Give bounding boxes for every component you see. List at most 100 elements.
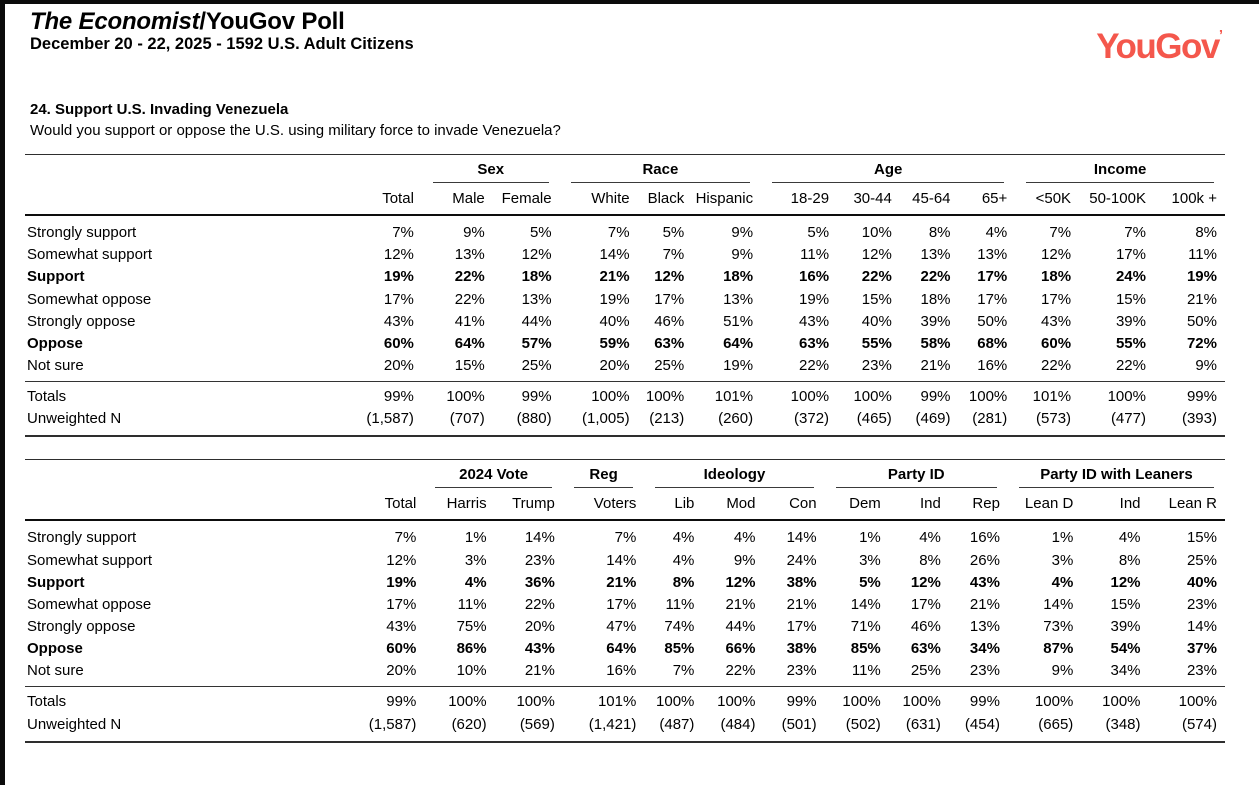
- column-header: Lean R: [1148, 488, 1225, 522]
- cell-value: (620): [451, 715, 487, 733]
- column-header: Lean D: [1007, 488, 1082, 522]
- cell-value: 5%: [662, 224, 685, 241]
- cell-value: 39%: [920, 312, 951, 330]
- cell-value: 15%: [861, 290, 892, 308]
- cell-value: 22%: [799, 357, 830, 375]
- row-label: Not sure: [27, 662, 84, 680]
- column-group-header: Party ID with Leaners: [1008, 460, 1225, 489]
- column-header: 18-29: [761, 183, 838, 216]
- column-group-header: Ideology: [644, 460, 824, 489]
- column-header: 30-44: [837, 183, 900, 216]
- yougov-logo-trademark: ’: [1218, 27, 1223, 44]
- cell-value: 20%: [386, 662, 417, 680]
- cell-value: 23%: [861, 357, 892, 375]
- cell-value: 23%: [969, 662, 1000, 680]
- cell-value: 20%: [599, 357, 630, 375]
- cell-value: 34%: [1110, 662, 1141, 680]
- cell-value: 17%: [383, 290, 414, 308]
- cell-value: 14%: [786, 529, 817, 547]
- cell-value: 12%: [1041, 246, 1072, 264]
- cell-value: 3%: [1051, 551, 1074, 569]
- report-title: The Economist/YouGov Poll: [30, 9, 414, 35]
- cell-value: 63%: [654, 334, 685, 352]
- cell-value: 21%: [786, 595, 817, 613]
- cell-value: 20%: [383, 357, 414, 375]
- cell-value: 21%: [524, 662, 555, 680]
- row-label: Not sure: [27, 357, 84, 375]
- cell-value: 22%: [1115, 357, 1146, 375]
- answer-row: Strongly support 7% 1% 14% 7% 4% 4% 14% 1% 4% 16% 1…: [25, 520, 1225, 549]
- crosstab: Sex Race Age Income Total Male Female White Blac…: [25, 154, 1225, 438]
- cell-value: 17%: [977, 290, 1008, 308]
- cell-value: 1%: [464, 529, 487, 547]
- column-header: Rep: [948, 488, 1008, 522]
- cell-value: 22%: [454, 268, 485, 286]
- cell-value: 11%: [800, 246, 830, 264]
- cell-value: 13%: [454, 246, 485, 264]
- cell-value: 100%: [888, 686, 949, 714]
- column-header: Lib: [644, 488, 703, 522]
- cell-value: 5%: [859, 573, 881, 591]
- row-label: Somewhat support: [27, 246, 153, 264]
- cell-value: 10%: [861, 224, 892, 241]
- cell-value: 86%: [456, 640, 487, 658]
- cell-value: 25%: [910, 662, 941, 680]
- cell-value: 60%: [383, 334, 414, 352]
- cell-value: (487): [659, 715, 695, 733]
- cell-value: 15%: [1110, 595, 1141, 613]
- column-header: Male: [421, 183, 493, 216]
- cell-value: 3%: [859, 551, 881, 569]
- cell-value: 99%: [359, 381, 422, 408]
- column-group-row: Sex Race Age Income: [25, 155, 1225, 183]
- cell-value: 51%: [723, 312, 754, 330]
- column-group-spacer: [25, 460, 424, 489]
- cell-value: 13%: [521, 290, 552, 308]
- row-label: Oppose: [27, 640, 83, 658]
- cell-value: 22%: [1041, 357, 1072, 375]
- cell-value: 100%: [421, 381, 493, 408]
- cell-value: 12%: [383, 246, 414, 264]
- cell-value: 4%: [672, 529, 695, 547]
- cell-value: 100%: [761, 381, 838, 408]
- cell-value: 43%: [383, 312, 414, 330]
- cell-value: 55%: [861, 334, 892, 352]
- row-label: Strongly oppose: [27, 312, 136, 330]
- cell-value: 100%: [559, 381, 638, 408]
- cell-value: 41%: [454, 312, 485, 330]
- cell-value: 17%: [606, 595, 637, 613]
- cell-value: 13%: [969, 618, 1000, 636]
- cell-value: 22%: [454, 290, 485, 308]
- cell-value: 50%: [1186, 312, 1217, 330]
- cell-value: 40%: [861, 312, 892, 330]
- cell-value: 4%: [1051, 573, 1074, 591]
- cell-value: 60%: [386, 640, 417, 658]
- row-label: Unweighted N: [27, 715, 122, 733]
- cell-value: 4%: [733, 529, 756, 547]
- cell-value: 19%: [386, 573, 417, 591]
- cell-value: 8%: [919, 551, 941, 569]
- answer-row: Support 19% 4% 36% 21% 8% 12% 38% 5% 12% 43% 4% 12% 4…: [25, 571, 1225, 593]
- cell-value: 50%: [977, 312, 1008, 330]
- cell-value: 14%: [524, 529, 555, 547]
- cell-value: 101%: [562, 686, 645, 714]
- cell-value: 7%: [672, 662, 695, 680]
- cell-value: 38%: [786, 640, 817, 658]
- cell-value: 59%: [599, 334, 630, 352]
- column-header: Black: [637, 183, 693, 216]
- cell-value: 18%: [920, 290, 951, 308]
- column-header: Harris: [424, 488, 495, 522]
- cell-value: 4%: [1118, 529, 1141, 547]
- cell-value: (393): [1181, 410, 1217, 428]
- cell-value: (469): [915, 410, 951, 428]
- row-label: Somewhat oppose: [27, 290, 152, 308]
- cell-value: 101%: [692, 381, 762, 408]
- cell-value: 19%: [723, 357, 754, 375]
- column-header: 100k +: [1153, 183, 1225, 216]
- cell-value: 7%: [394, 529, 417, 547]
- cell-value: 12%: [1110, 573, 1141, 591]
- cell-value: 100%: [644, 686, 703, 714]
- cell-value: 16%: [606, 662, 637, 680]
- answer-row: Oppose 60% 86% 43% 64% 85% 66% 38% 85% 63% 34% 87% 5…: [25, 638, 1225, 660]
- cell-value: (372): [794, 410, 830, 428]
